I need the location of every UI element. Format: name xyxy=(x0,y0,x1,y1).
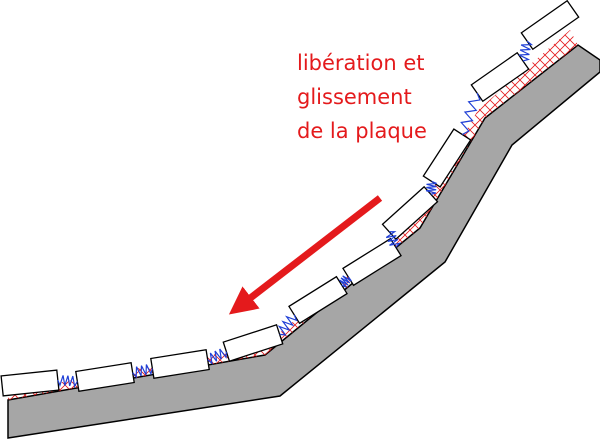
spring xyxy=(460,92,481,136)
annotation-line: de la plaque xyxy=(297,119,427,143)
spring xyxy=(425,180,437,195)
annotation-line: glissement xyxy=(297,85,412,109)
spring xyxy=(207,348,227,365)
spring xyxy=(277,314,298,336)
spring xyxy=(385,231,402,248)
fault-zone xyxy=(8,30,578,400)
springs xyxy=(57,40,534,388)
annotation-line: libération et xyxy=(297,51,424,75)
spring xyxy=(57,375,78,388)
spring xyxy=(132,364,153,379)
slide-arrow xyxy=(228,195,383,315)
spring xyxy=(339,275,352,288)
spring xyxy=(518,40,534,62)
